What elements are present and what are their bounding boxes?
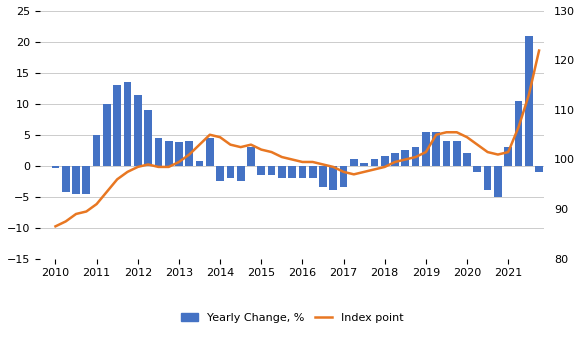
Bar bbox=[340, 166, 347, 187]
Bar bbox=[391, 153, 399, 166]
Bar bbox=[123, 82, 132, 166]
Bar bbox=[134, 95, 141, 166]
Bar bbox=[93, 135, 101, 166]
Bar bbox=[484, 166, 491, 190]
Bar bbox=[72, 166, 80, 194]
Bar bbox=[113, 85, 121, 166]
Bar bbox=[206, 138, 214, 166]
Bar bbox=[154, 138, 162, 166]
Bar bbox=[278, 166, 286, 178]
Bar bbox=[402, 150, 409, 166]
Bar bbox=[474, 166, 481, 172]
Bar bbox=[381, 156, 389, 166]
Bar bbox=[175, 142, 183, 166]
Bar bbox=[535, 166, 543, 172]
Bar bbox=[350, 160, 358, 166]
Bar bbox=[505, 147, 512, 166]
Bar bbox=[196, 161, 203, 166]
Bar bbox=[309, 166, 317, 178]
Bar bbox=[226, 166, 234, 178]
Bar bbox=[411, 147, 420, 166]
Bar bbox=[299, 166, 306, 178]
Bar bbox=[494, 166, 502, 197]
Bar bbox=[514, 101, 522, 166]
Bar bbox=[371, 160, 378, 166]
Bar bbox=[186, 141, 193, 166]
Bar bbox=[329, 166, 337, 190]
Bar bbox=[453, 141, 460, 166]
Bar bbox=[62, 166, 70, 192]
Bar bbox=[288, 166, 296, 178]
Bar bbox=[442, 141, 450, 166]
Bar bbox=[360, 163, 368, 166]
Bar bbox=[237, 166, 244, 181]
Bar bbox=[247, 147, 255, 166]
Bar bbox=[144, 110, 152, 166]
Bar bbox=[319, 166, 327, 187]
Bar bbox=[217, 166, 224, 181]
Bar bbox=[165, 141, 172, 166]
Bar bbox=[525, 36, 533, 166]
Bar bbox=[257, 166, 265, 175]
Bar bbox=[52, 166, 59, 168]
Bar bbox=[432, 131, 440, 166]
Bar bbox=[103, 104, 111, 166]
Bar bbox=[422, 131, 430, 166]
Legend: Yearly Change, %, Index point: Yearly Change, %, Index point bbox=[176, 308, 407, 327]
Bar bbox=[268, 166, 275, 175]
Bar bbox=[83, 166, 90, 194]
Bar bbox=[463, 153, 471, 166]
